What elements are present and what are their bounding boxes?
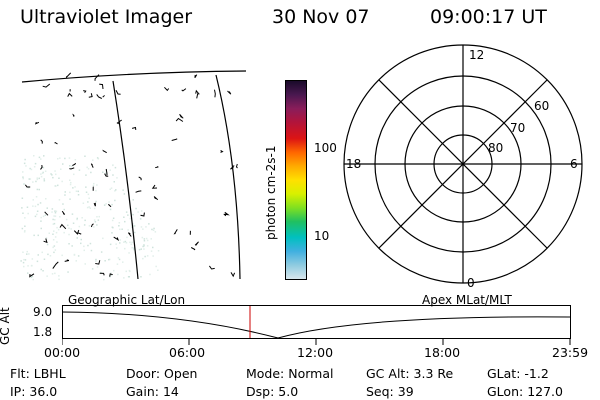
altitude-curve [62, 311, 571, 339]
instrument-title: Ultraviolet Imager [20, 6, 193, 28]
uv-speckle-noise [20, 155, 160, 281]
geographic-label: Geographic Lat/Lon [68, 293, 186, 307]
colorbar [285, 80, 307, 280]
timeline-ytick-9: 9.0 [33, 305, 53, 319]
status-seq: Seq: 39 [366, 384, 414, 399]
status-dsp: Dsp: 5.0 [246, 384, 299, 399]
mlt-label-12: 12 [469, 48, 484, 62]
colorbar-unit-label: photon cm-2s-1 [264, 145, 278, 241]
grid-longitude-line-east [215, 74, 241, 280]
status-gain: Gain: 14 [126, 384, 179, 399]
apex-label: Apex MLat/MLT [422, 293, 512, 307]
timeline-xtick-3: 18:00 [424, 345, 461, 360]
diagonal-2 [378, 79, 548, 249]
lat-label-60: 60 [534, 99, 549, 113]
mlt-label-0: 0 [467, 276, 475, 290]
lat-label-80: 80 [488, 141, 503, 155]
status-ip: IP: 36.0 [10, 384, 58, 399]
mlt-label-6: 6 [570, 157, 578, 171]
status-gc-alt: GC Alt: 3.3 Re [366, 366, 454, 381]
timeline-xtick-0: 00:00 [44, 345, 81, 360]
status-glon: GLon: 127.0 [487, 384, 563, 399]
timeline-xtick-1: 06:00 [169, 345, 206, 360]
status-mode: Mode: Normal [246, 366, 334, 381]
status-filter: Flt: LBHL [10, 366, 66, 381]
colorbar-tick-100: 100 [314, 141, 337, 155]
geographic-image-panel [20, 70, 247, 281]
status-glat: GLat: -1.2 [487, 366, 549, 381]
grid-latitude-line [21, 70, 247, 83]
timeline-xtick-4: 23:59 [552, 345, 589, 360]
timeline-xtick-2: 12:00 [297, 345, 334, 360]
timeline-ticks [62, 338, 571, 345]
colorbar-tick-10: 10 [314, 229, 330, 243]
coastline-fragments [24, 72, 238, 278]
lat-label-70: 70 [510, 121, 525, 135]
timeline-ytick-1-8: 1.8 [33, 325, 53, 339]
observation-date: 30 Nov 07 [272, 6, 370, 28]
timeline-axis-title: GC Alt [0, 307, 12, 345]
mlt-label-18: 18 [346, 157, 361, 171]
observation-time: 09:00:17 UT [430, 6, 547, 28]
altitude-timeline [62, 305, 571, 345]
status-door: Door: Open [126, 366, 198, 381]
polar-mlat-mlt-plot: 12 0 18 6 60 70 80 [343, 44, 583, 290]
grid-longitude-line-west [112, 80, 139, 280]
